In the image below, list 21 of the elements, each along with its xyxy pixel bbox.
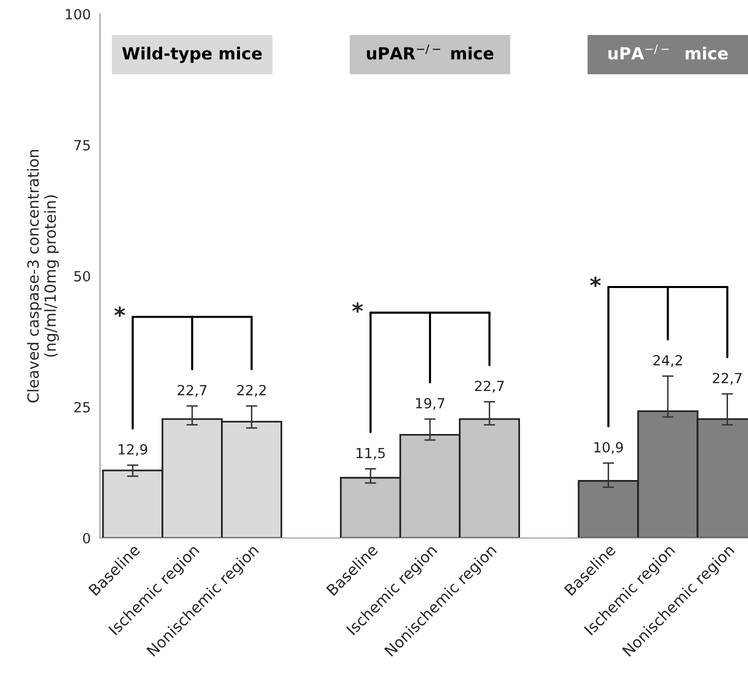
data-label: 11,5 bbox=[356, 448, 385, 460]
text: uPAR$^{−/−}$ mice bbox=[366, 44, 494, 60]
y-tick-label: 100 bbox=[66, 8, 90, 20]
annotation: * bbox=[352, 302, 363, 313]
data-label: 22,2 bbox=[237, 384, 266, 397]
data-label: 19,7 bbox=[416, 398, 444, 410]
data-label: 22,7 bbox=[178, 384, 206, 397]
data-label: 12,9 bbox=[118, 444, 148, 456]
annotation: * bbox=[114, 306, 126, 317]
data-label: 10,9 bbox=[594, 442, 623, 454]
y-tick-label: 50 bbox=[74, 270, 90, 282]
data-label: 22,7 bbox=[475, 380, 504, 393]
y-tick-label: 25 bbox=[74, 402, 90, 412]
y-axis-title: Cleaved caspase-3 concentration (ng/ml/10mg protein) bbox=[27, 150, 59, 402]
text: uPA$^{−/−}$ mice bbox=[608, 44, 728, 60]
data-label: 22,7 bbox=[712, 372, 742, 385]
text: Wild-type mice bbox=[122, 46, 262, 63]
y-tick-label: 75 bbox=[74, 140, 90, 150]
data-label: 24,2 bbox=[653, 355, 682, 367]
y-tick-label: 0 bbox=[83, 532, 90, 544]
annotation: * bbox=[590, 276, 601, 287]
